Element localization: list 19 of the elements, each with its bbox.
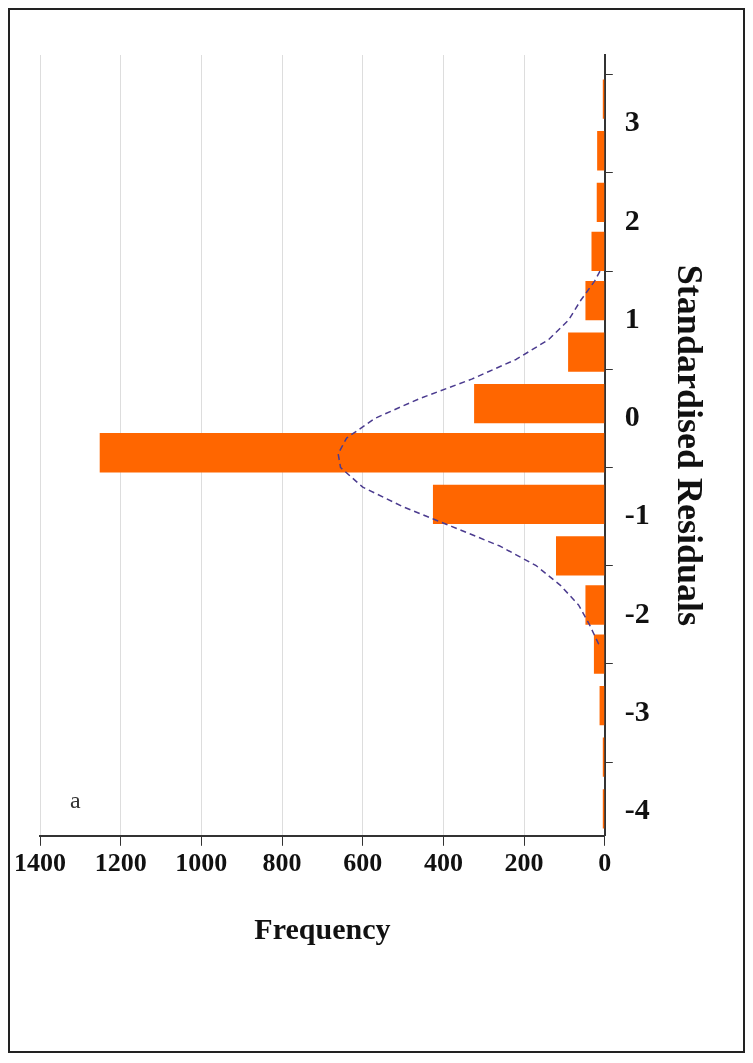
x-tick-label: 1400 [14, 848, 66, 878]
y-tick-label: 2 [624, 202, 640, 236]
y-tick-label: -3 [624, 693, 650, 727]
y-tick-label: 3 [624, 104, 640, 138]
x-tick-label: 1000 [175, 848, 228, 878]
x-tick-label: 1200 [94, 848, 147, 878]
annotation: a [70, 787, 81, 814]
x-tick-label: 800 [262, 848, 302, 878]
y-tick-label: -4 [624, 792, 650, 825]
x-tick-label: 0 [598, 848, 612, 878]
y-tick-label: 1 [624, 300, 640, 334]
y-tick-label: 0 [624, 399, 640, 433]
y-tick-label: -2 [624, 595, 650, 629]
x-tick-label: 400 [423, 848, 463, 878]
y-axis-title: Standardised Residuals [670, 264, 711, 626]
x-tick-label: 200 [504, 848, 544, 878]
x-tick-label: 600 [343, 848, 383, 878]
x-axis-title: Frequency [254, 911, 391, 945]
y-tick-label: -1 [624, 497, 650, 531]
